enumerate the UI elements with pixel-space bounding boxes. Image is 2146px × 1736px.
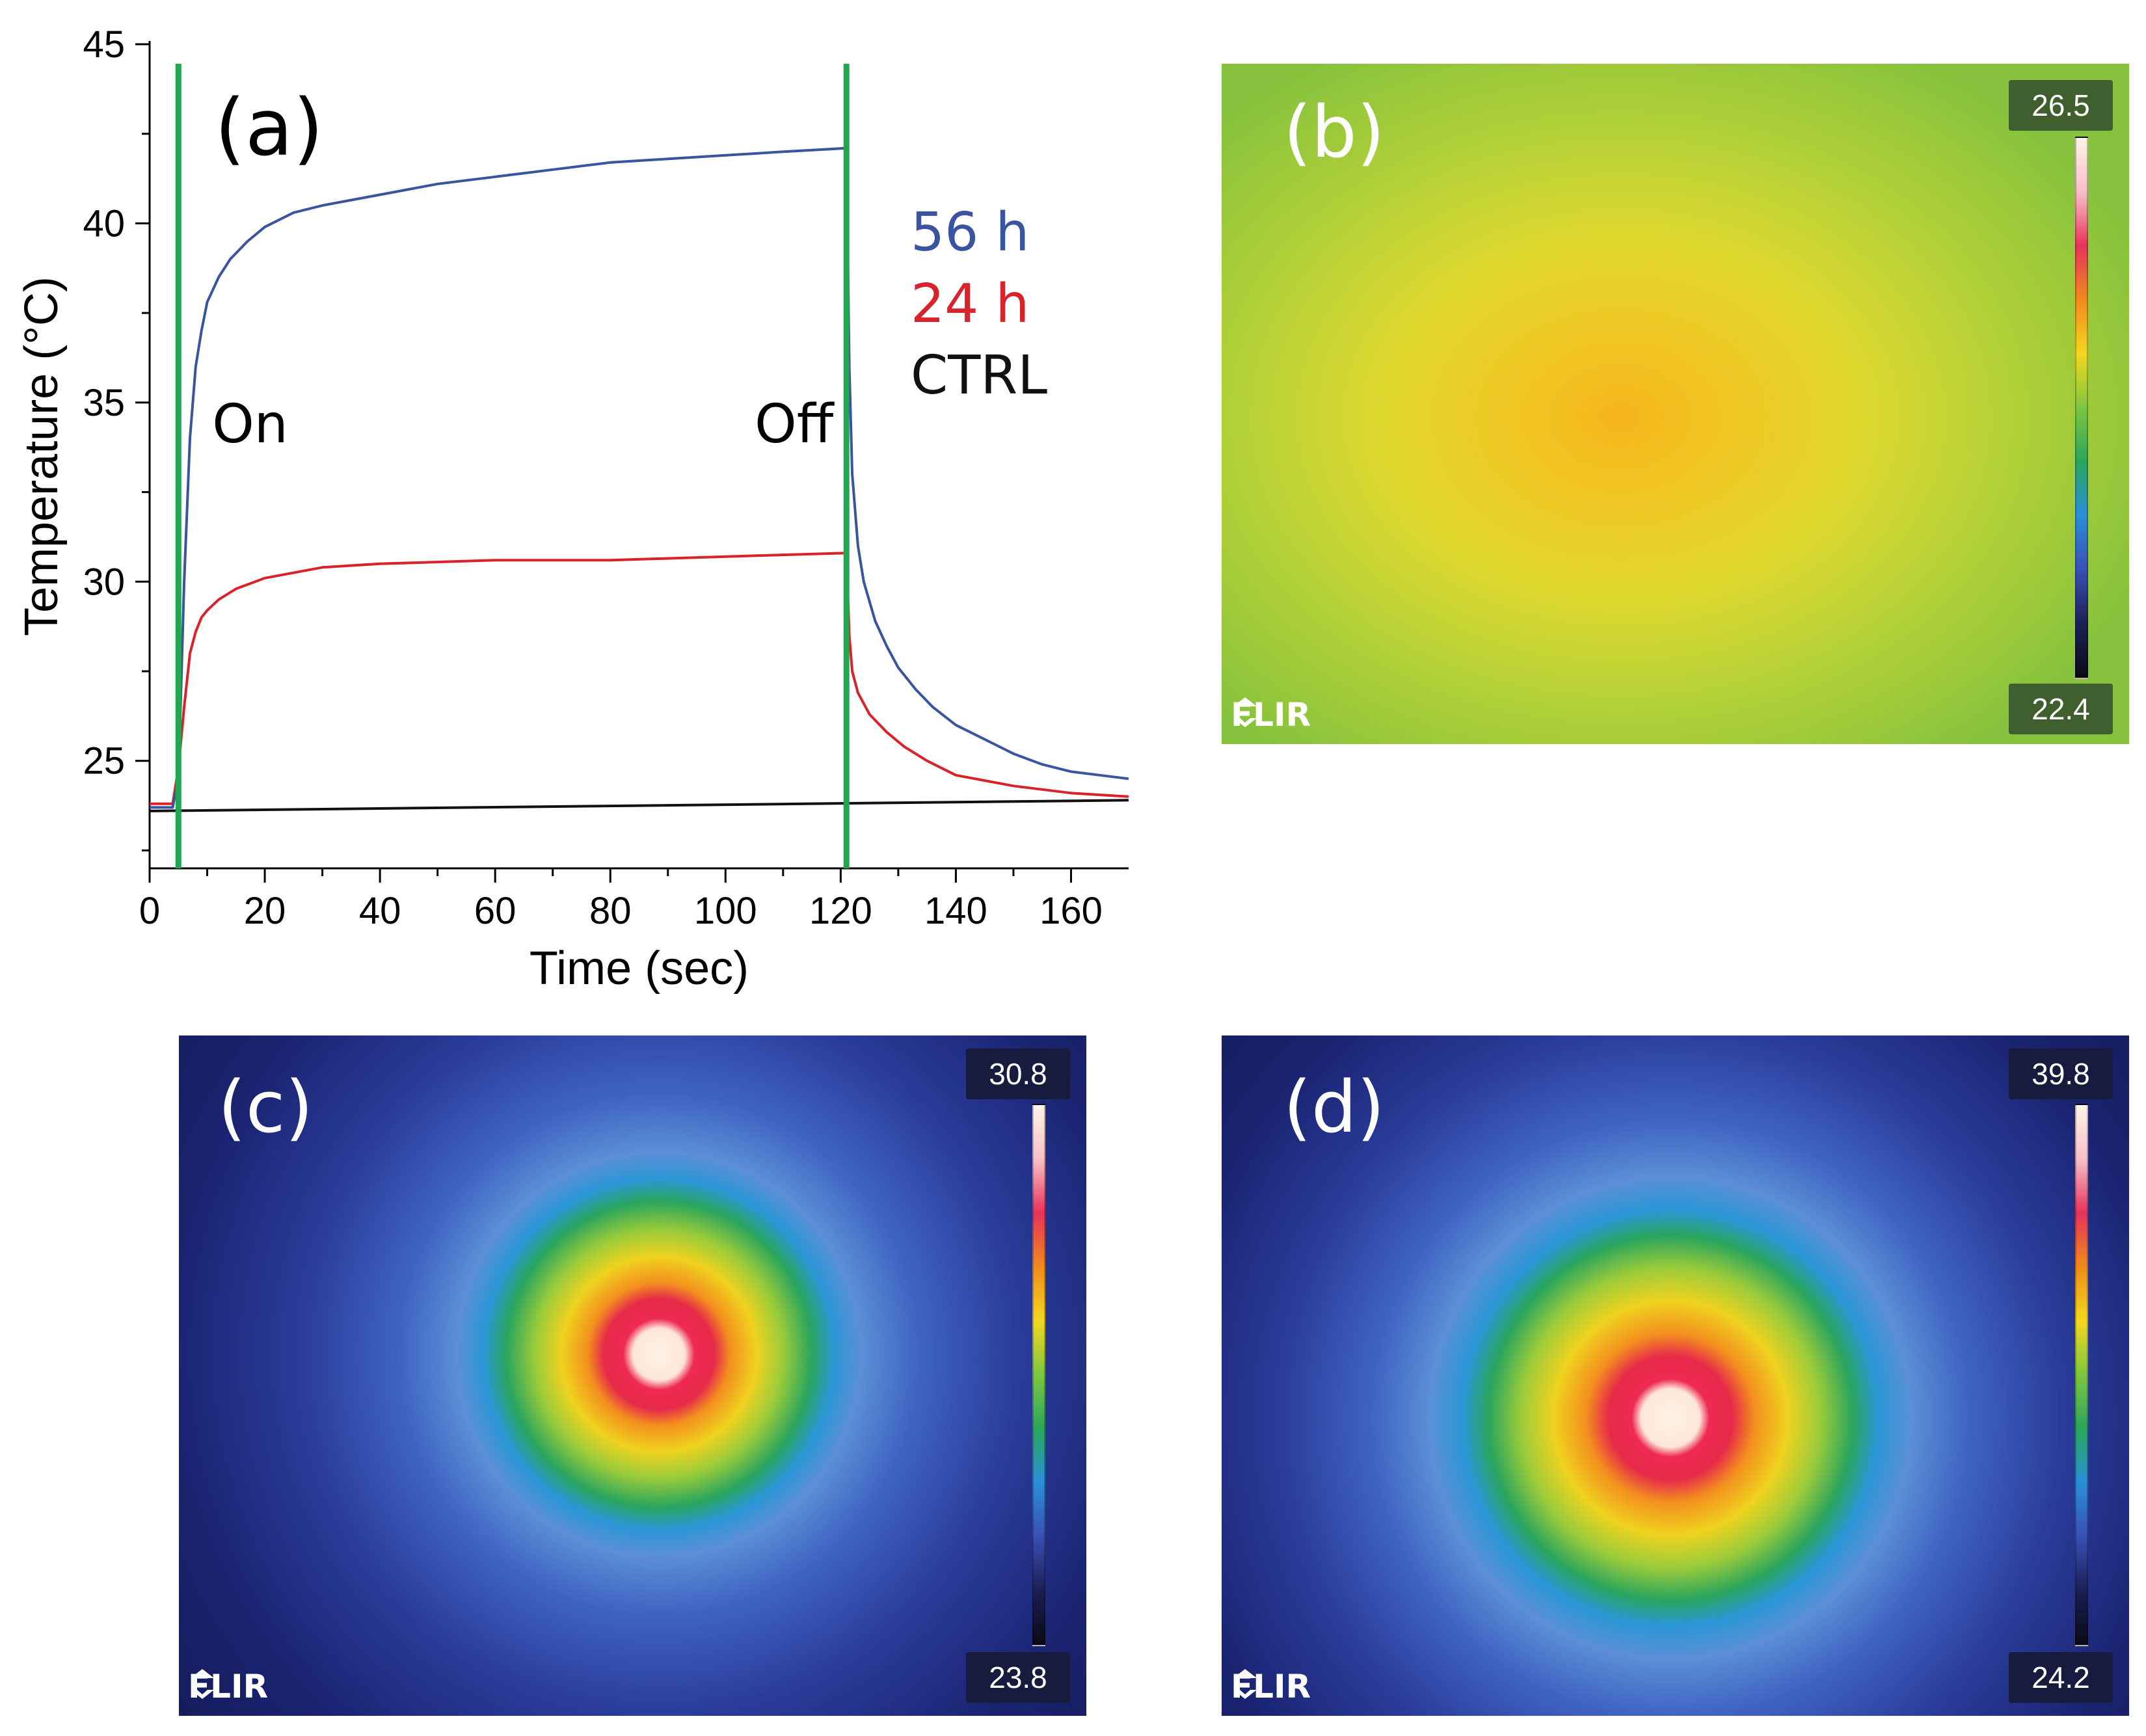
max-temp-readout: 39.8: [2009, 1048, 2113, 1099]
y-tick-label: 45: [83, 23, 125, 66]
thermal-image-d: (d) 39.8 24.2 FLIR: [1222, 1035, 2129, 1716]
x-tick-label: 60: [474, 890, 516, 932]
x-axis-label: Time (sec): [530, 942, 749, 995]
color-scale-bar: [2075, 137, 2088, 679]
x-tick-label: 160: [1039, 890, 1103, 932]
chart-panel-a: 0 20 40 60 80 100 120 140 160 25 30 35 40 45 Time (sec…: [0, 0, 1145, 1015]
flir-logo-icon: [1233, 1669, 1257, 1699]
panel-label-d: (d): [1283, 1065, 1385, 1149]
series-line-56-h: [150, 146, 1129, 809]
thermal-heatmap-d: [1222, 1035, 2129, 1716]
y-tick-label: 40: [83, 202, 125, 245]
y-axis-label: Temperature (°C): [16, 276, 68, 636]
legend-entry: 56 h: [911, 202, 1029, 263]
y-tick-label: 25: [83, 740, 125, 782]
min-temp-readout: 22.4: [2009, 684, 2113, 734]
x-tick-label: 80: [589, 890, 632, 932]
marker-label-on: On: [212, 394, 288, 455]
y-tick-label: 35: [83, 382, 125, 424]
temperature-chart: 0 20 40 60 80 100 120 140 160 25 30 35 40 45 Time (sec…: [16, 23, 1129, 995]
panel-label-c: (c): [218, 1065, 314, 1149]
panel-label-b: (b): [1283, 90, 1385, 174]
legend-entry: CTRL: [911, 345, 1047, 407]
series-line-24-h: [150, 552, 1129, 805]
thermal-image-c: (c) 30.8 23.8 FLIR: [179, 1035, 1086, 1716]
series-line-ctrl: [149, 799, 1129, 812]
color-scale-bar: [2075, 1104, 2088, 1646]
thermal-image-b: (b) 26.5 22.4 FLIR: [1222, 64, 2129, 744]
min-temp-readout: 24.2: [2009, 1652, 2113, 1703]
flir-logo-icon: [191, 1669, 214, 1699]
x-tick-label: 100: [694, 890, 757, 932]
x-tick-label: 120: [809, 890, 872, 932]
thermal-heatmap-b: [1222, 64, 2129, 744]
flir-logo: FLIR: [1231, 1668, 1311, 1705]
thermal-heatmap-c: [179, 1035, 1086, 1716]
x-tick-label: 140: [924, 890, 987, 932]
flir-logo: FLIR: [188, 1668, 268, 1705]
max-temp-readout: 30.8: [966, 1048, 1070, 1099]
legend-entry: 24 h: [911, 273, 1029, 335]
panel-label-a: (a): [215, 83, 323, 174]
max-temp-readout: 26.5: [2009, 80, 2113, 131]
min-temp-readout: 23.8: [966, 1652, 1070, 1703]
x-tick-label: 40: [359, 890, 401, 932]
flir-logo: FLIR: [1231, 696, 1311, 734]
y-tick-label: 30: [83, 561, 125, 603]
x-tick-label: 0: [139, 890, 160, 932]
flir-logo-icon: [1233, 697, 1257, 727]
marker-label-off: Off: [755, 394, 835, 455]
x-tick-label: 20: [244, 890, 286, 932]
color-scale-bar: [1032, 1104, 1045, 1646]
